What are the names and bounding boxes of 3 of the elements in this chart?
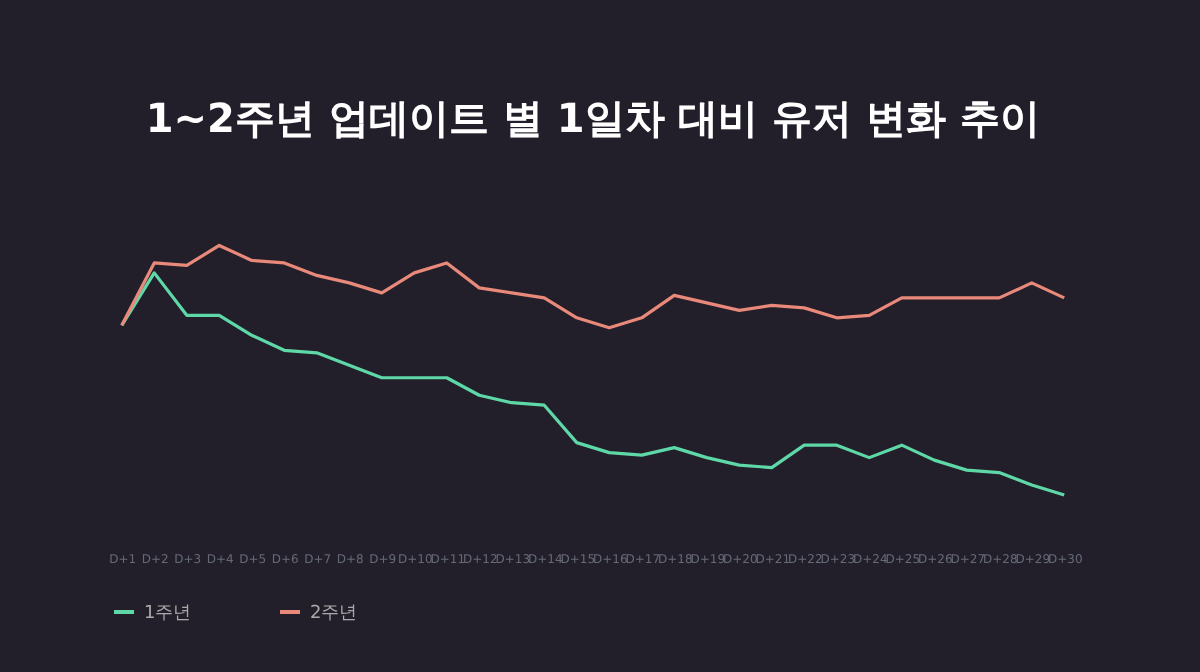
legend-label: 1주년 bbox=[144, 604, 192, 624]
chart-title: 1~2주년 업데이트 별 1일차 대비 유저 변화 추이 bbox=[145, 94, 1041, 142]
legend-label: 2주년 bbox=[310, 604, 358, 624]
